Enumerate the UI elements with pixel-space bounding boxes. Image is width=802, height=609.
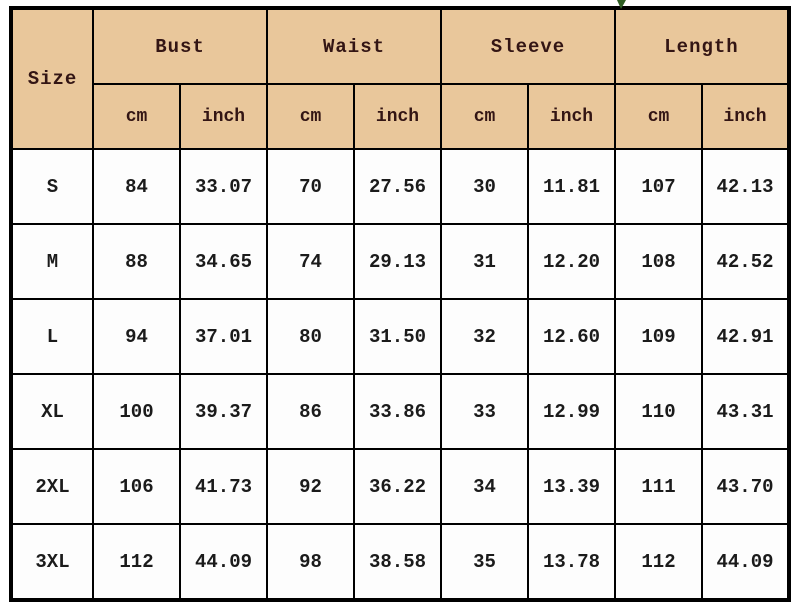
unit-length-cm: cm <box>614 83 703 150</box>
unit-length-inch: inch <box>701 83 790 150</box>
size-label: L <box>10 298 94 375</box>
data-cell-waist-cm: 86 <box>266 373 355 450</box>
data-cell-sleeve-cm: 32 <box>440 298 529 375</box>
data-cell-length-cm: 107 <box>614 148 703 225</box>
table-row-xl: XL 100 39.37 86 33.86 33 12.99 110 43.31 <box>10 373 790 450</box>
data-cell-sleeve-cm: 31 <box>440 223 529 300</box>
data-cell-sleeve-inch: 12.20 <box>527 223 616 300</box>
data-cell-length-cm: 111 <box>614 448 703 525</box>
header-group-bust: Bust <box>92 7 268 85</box>
data-cell-waist-inch: 33.86 <box>353 373 442 450</box>
data-cell-waist-inch: 38.58 <box>353 523 442 601</box>
data-cell-length-cm: 108 <box>614 223 703 300</box>
data-cell-waist-inch: 27.56 <box>353 148 442 225</box>
header-group-row: Size Bust Waist Sleeve Length <box>10 7 790 150</box>
header-group-waist: Waist <box>266 7 442 85</box>
unit-bust-cm: cm <box>92 83 181 150</box>
table-row-m: M 88 34.65 74 29.13 31 12.20 108 42.52 <box>10 223 790 300</box>
data-cell-length-inch: 42.13 <box>701 148 790 225</box>
data-cell-waist-inch: 31.50 <box>353 298 442 375</box>
table-row-3xl: 3XL 112 44.09 98 38.58 35 13.78 112 44.0… <box>10 523 790 601</box>
data-cell-bust-inch: 33.07 <box>179 148 268 225</box>
unit-sleeve-inch: inch <box>527 83 616 150</box>
green-triangle-artifact <box>617 0 626 9</box>
data-cell-bust-cm: 106 <box>92 448 181 525</box>
data-cell-waist-inch: 29.13 <box>353 223 442 300</box>
table-body: S 84 33.07 70 27.56 30 11.81 107 42.13 M… <box>10 148 790 601</box>
data-cell-sleeve-cm: 34 <box>440 448 529 525</box>
table-row-2xl: 2XL 106 41.73 92 36.22 34 13.39 111 43.7… <box>10 448 790 525</box>
data-cell-length-inch: 43.70 <box>701 448 790 525</box>
size-label: M <box>10 223 94 300</box>
data-cell-sleeve-inch: 12.99 <box>527 373 616 450</box>
table-header: Size Bust Waist Sleeve Length cm inch cm… <box>10 7 790 150</box>
size-label: XL <box>10 373 94 450</box>
data-cell-sleeve-cm: 35 <box>440 523 529 601</box>
data-cell-bust-cm: 88 <box>92 223 181 300</box>
data-cell-bust-inch: 34.65 <box>179 223 268 300</box>
header-group-sleeve: Sleeve <box>440 7 616 85</box>
data-cell-length-inch: 42.52 <box>701 223 790 300</box>
data-cell-bust-cm: 100 <box>92 373 181 450</box>
data-cell-sleeve-inch: 12.60 <box>527 298 616 375</box>
unit-sleeve-cm: cm <box>440 83 529 150</box>
data-cell-sleeve-inch: 13.78 <box>527 523 616 601</box>
data-cell-waist-inch: 36.22 <box>353 448 442 525</box>
data-cell-bust-cm: 84 <box>92 148 181 225</box>
data-cell-waist-cm: 92 <box>266 448 355 525</box>
table-row-l: L 94 37.01 80 31.50 32 12.60 109 42.91 <box>10 298 790 375</box>
unit-bust-inch: inch <box>179 83 268 150</box>
unit-waist-inch: inch <box>353 83 442 150</box>
header-unit-row: cm inch cm inch cm inch cm inch <box>11 83 790 150</box>
data-cell-waist-cm: 80 <box>266 298 355 375</box>
data-cell-length-cm: 110 <box>614 373 703 450</box>
data-cell-length-inch: 42.91 <box>701 298 790 375</box>
data-cell-length-cm: 109 <box>614 298 703 375</box>
size-label: 2XL <box>10 448 94 525</box>
data-cell-bust-inch: 39.37 <box>179 373 268 450</box>
data-cell-length-inch: 43.31 <box>701 373 790 450</box>
unit-waist-cm: cm <box>266 83 355 150</box>
header-group-length: Length <box>614 7 790 85</box>
table-row-s: S 84 33.07 70 27.56 30 11.81 107 42.13 <box>10 148 790 225</box>
header-size: Size <box>10 7 94 150</box>
data-cell-sleeve-inch: 11.81 <box>527 148 616 225</box>
data-cell-bust-inch: 44.09 <box>179 523 268 601</box>
data-cell-length-cm: 112 <box>614 523 703 601</box>
data-cell-waist-cm: 74 <box>266 223 355 300</box>
data-cell-sleeve-cm: 30 <box>440 148 529 225</box>
data-cell-sleeve-inch: 13.39 <box>527 448 616 525</box>
data-cell-waist-cm: 70 <box>266 148 355 225</box>
size-label: S <box>10 148 94 225</box>
data-cell-bust-cm: 94 <box>92 298 181 375</box>
size-chart-table: Size Bust Waist Sleeve Length cm inch cm… <box>9 6 791 602</box>
data-cell-length-inch: 44.09 <box>701 523 790 601</box>
data-cell-bust-cm: 112 <box>92 523 181 601</box>
data-cell-sleeve-cm: 33 <box>440 373 529 450</box>
data-cell-bust-inch: 37.01 <box>179 298 268 375</box>
size-label: 3XL <box>10 523 94 601</box>
data-cell-bust-inch: 41.73 <box>179 448 268 525</box>
data-cell-waist-cm: 98 <box>266 523 355 601</box>
